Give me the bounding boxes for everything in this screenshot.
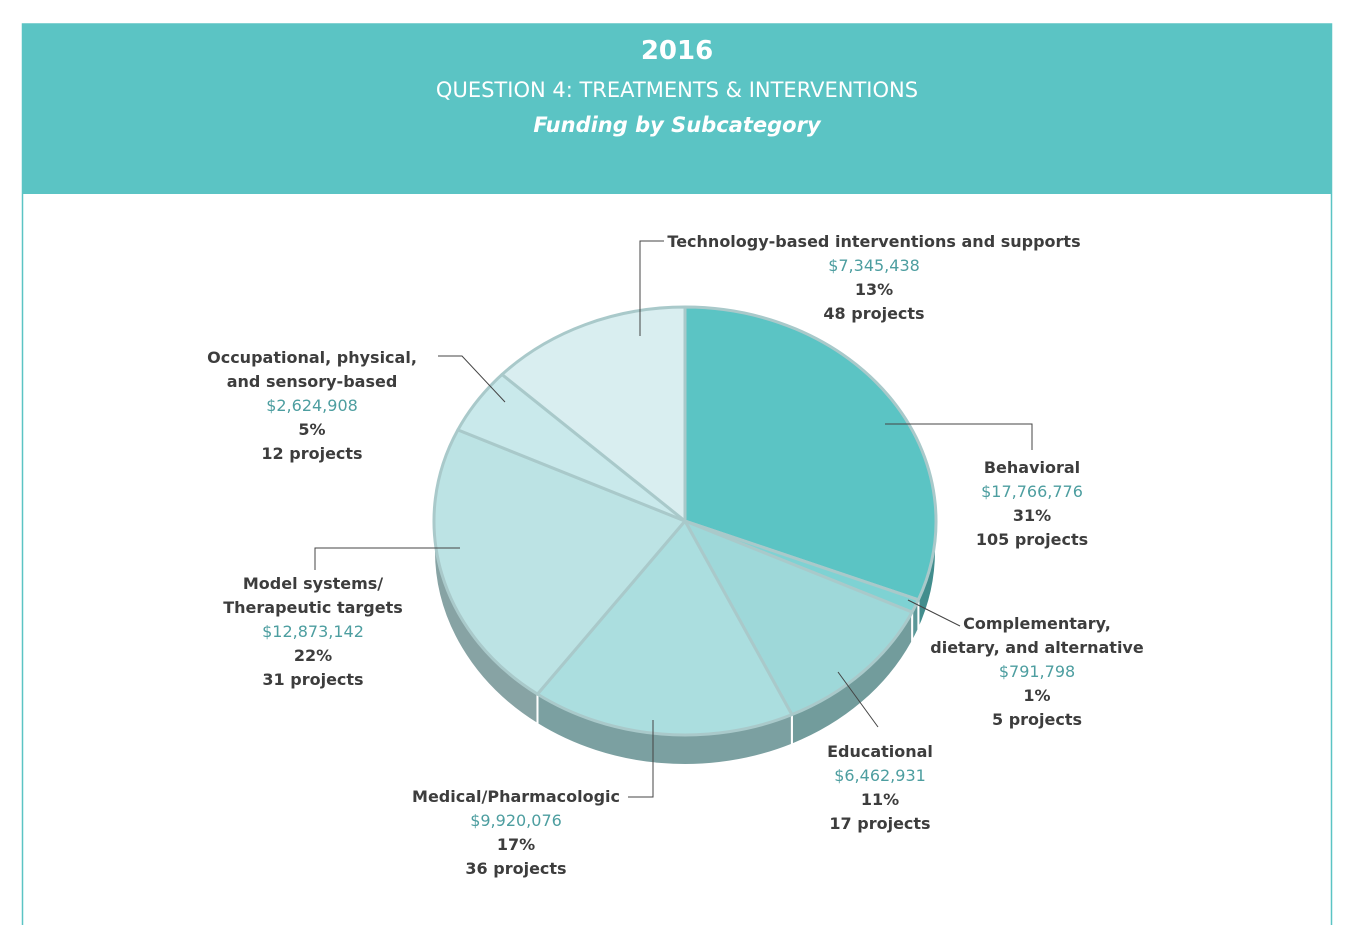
- slice-label: Medical/Pharmacologic $9,920,076 17% 36 pro…: [286, 785, 746, 881]
- leader-line: [639, 240, 664, 336]
- funding-label: $2,624,908: [266, 396, 358, 415]
- percent-label: 11%: [860, 790, 900, 809]
- leader-line: [314, 547, 460, 570]
- slice-label: Occupational, physical, and sensory-base…: [82, 346, 542, 466]
- funding-label: $12,873,142: [262, 622, 364, 641]
- slice-label: Educational $6,462,931 11% 17 projects: [650, 740, 1110, 836]
- slice-label: Behavioral $17,766,776 31% 105 projects: [802, 456, 1262, 552]
- leader-line: [438, 355, 506, 403]
- projects-label: 105 projects: [975, 530, 1089, 549]
- category-label: Complementary, dietary, and alternative: [930, 614, 1144, 657]
- category-label: Behavioral: [983, 458, 1081, 477]
- slice-label: Technology-based interventions and suppo…: [644, 230, 1104, 326]
- percent-label: 13%: [854, 280, 894, 299]
- funding-label: $7,345,438: [828, 256, 920, 275]
- slice: [535, 519, 794, 737]
- chart-title: 2016: [640, 36, 714, 66]
- funding-label: $791,798: [998, 662, 1076, 681]
- leader-line: [628, 720, 654, 798]
- category-label: Occupational, physical, and sensory-base…: [207, 348, 417, 391]
- chart-heading: Funding by Subcategory: [533, 113, 821, 137]
- percent-label: 5%: [298, 420, 326, 439]
- percent-label: 22%: [293, 646, 333, 665]
- chart-subtitle: QUESTION 4: TREATMENTS & INTERVENTIONS: [435, 78, 919, 102]
- category-label: Model systems/ Therapeutic targets: [223, 574, 403, 617]
- leader-line: [907, 599, 961, 627]
- funding-label: $17,766,776: [981, 482, 1083, 501]
- projects-label: 5 projects: [991, 710, 1083, 729]
- slice: [500, 305, 687, 523]
- leader-line: [885, 423, 1033, 450]
- category-label: Technology-based interventions and suppo…: [667, 232, 1081, 251]
- header-band: [22, 24, 1332, 194]
- projects-label: 12 projects: [261, 444, 363, 463]
- slice: [683, 305, 938, 602]
- projects-label: 17 projects: [829, 814, 931, 833]
- percent-label: 31%: [1012, 506, 1052, 525]
- funding-label: $9,920,076: [470, 811, 562, 830]
- category-label: Educational: [827, 742, 933, 761]
- projects-label: 48 projects: [823, 304, 925, 323]
- slice: [683, 519, 914, 717]
- projects-label: 36 projects: [465, 859, 567, 878]
- funding-label: $6,462,931: [834, 766, 926, 785]
- projects-label: 31 projects: [262, 670, 364, 689]
- percent-label: 1%: [1023, 686, 1051, 705]
- percent-label: 17%: [496, 835, 536, 854]
- category-label: Medical/Pharmacologic: [412, 787, 620, 806]
- leader-line: [837, 671, 879, 728]
- slice-label: Complementary, dietary, and alternative $…: [807, 612, 1267, 732]
- slice-label: Model systems/ Therapeutic targets $12,87…: [83, 572, 543, 692]
